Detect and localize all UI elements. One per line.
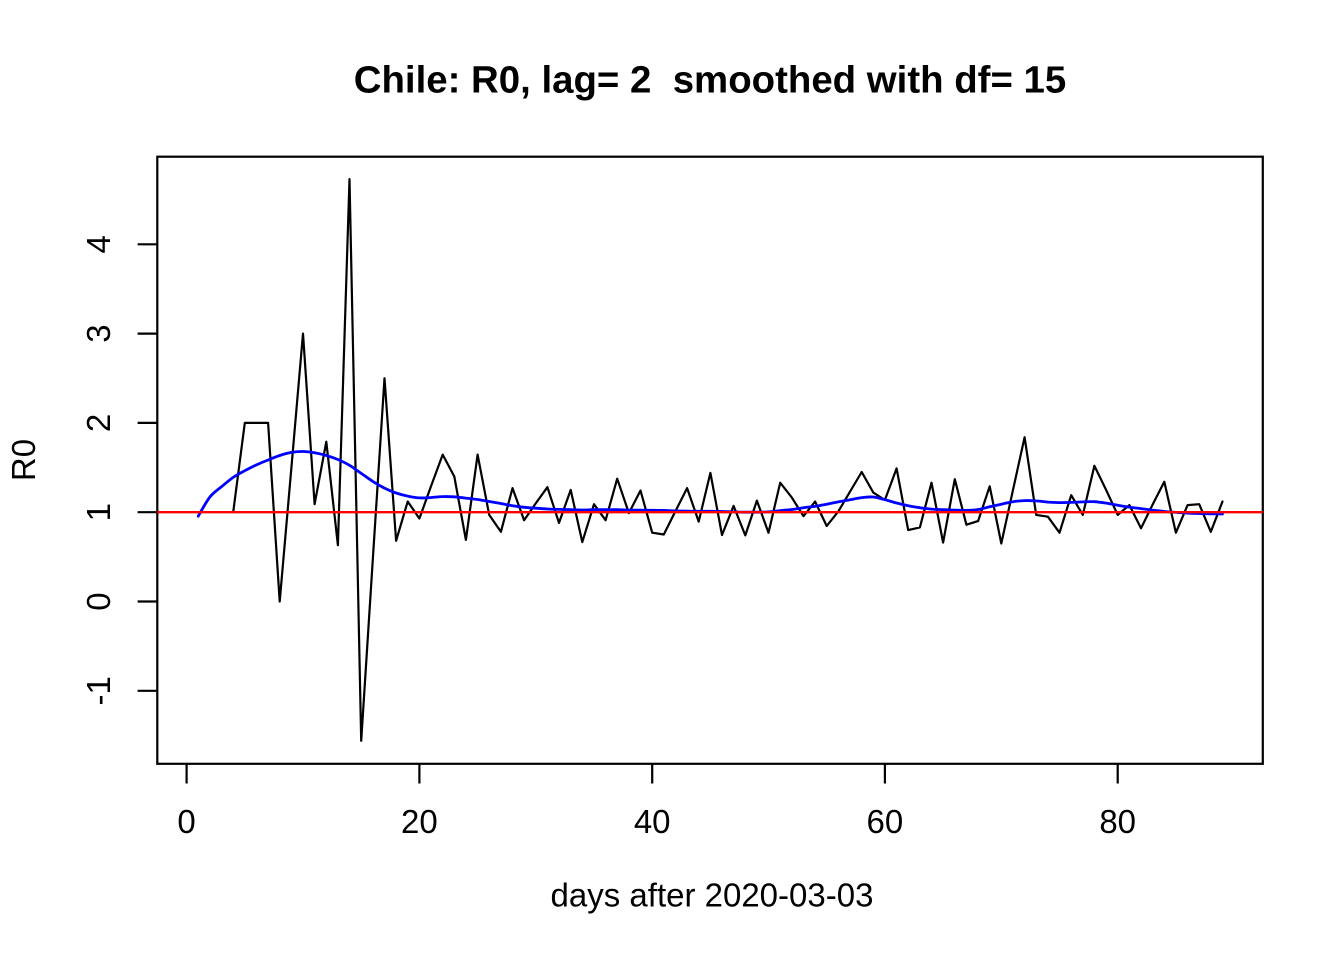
svg-text:Chile: R0, lag= 2 smoothed wi: Chile: R0, lag= 2 smoothed with df= 15 bbox=[354, 59, 1067, 102]
svg-text:R0: R0 bbox=[5, 439, 42, 481]
svg-text:4: 4 bbox=[80, 235, 117, 253]
svg-text:2: 2 bbox=[80, 414, 117, 432]
svg-text:3: 3 bbox=[80, 324, 117, 342]
svg-text:40: 40 bbox=[634, 803, 671, 840]
svg-text:80: 80 bbox=[1099, 803, 1136, 840]
svg-text:0: 0 bbox=[177, 803, 195, 840]
svg-text:days after 2020-03-03: days after 2020-03-03 bbox=[551, 877, 874, 914]
svg-text:60: 60 bbox=[867, 803, 904, 840]
svg-text:1: 1 bbox=[80, 503, 117, 521]
svg-text:0: 0 bbox=[80, 592, 117, 610]
svg-text:-1: -1 bbox=[80, 676, 117, 705]
svg-text:20: 20 bbox=[401, 803, 438, 840]
